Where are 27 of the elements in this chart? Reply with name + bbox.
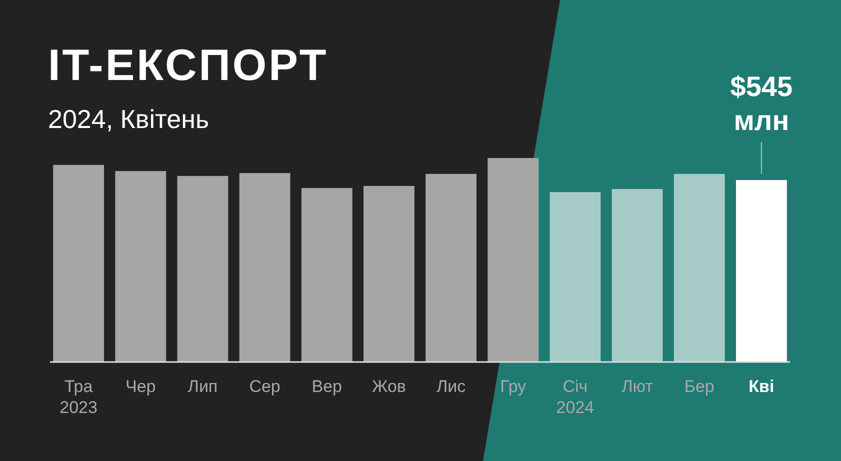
bar [488,158,539,362]
bar [364,186,414,362]
bar [115,171,166,362]
x-tick-label: Лис [436,377,466,396]
x-tick-label: Сер [249,377,280,396]
x-tick-label: Гру [500,377,527,396]
x-tick-label: Кві [748,377,774,396]
x-tick-label: Вер [312,377,342,396]
x-tick-label: Лют [622,377,654,396]
bar [426,174,476,362]
x-tick-label: Бер [684,377,714,396]
bar [550,192,601,362]
x-tick-label: Січ 2024 [556,377,594,417]
bar [612,189,663,362]
x-tick-label: Тра 2023 [60,377,98,417]
bar [674,174,725,362]
x-tick-label: Лип [188,377,218,396]
x-tick-label: Чер [126,377,156,396]
bar [177,176,228,362]
bar [53,164,104,362]
annotation: $545 млн [730,71,793,136]
chart-title: IT-ЕКСПОРТ [48,41,328,90]
x-tick-label: Жов [372,377,406,396]
chart-subtitle: 2024, Квітень [48,104,210,134]
bar [301,188,352,362]
bar [736,180,787,362]
bar [239,173,290,362]
